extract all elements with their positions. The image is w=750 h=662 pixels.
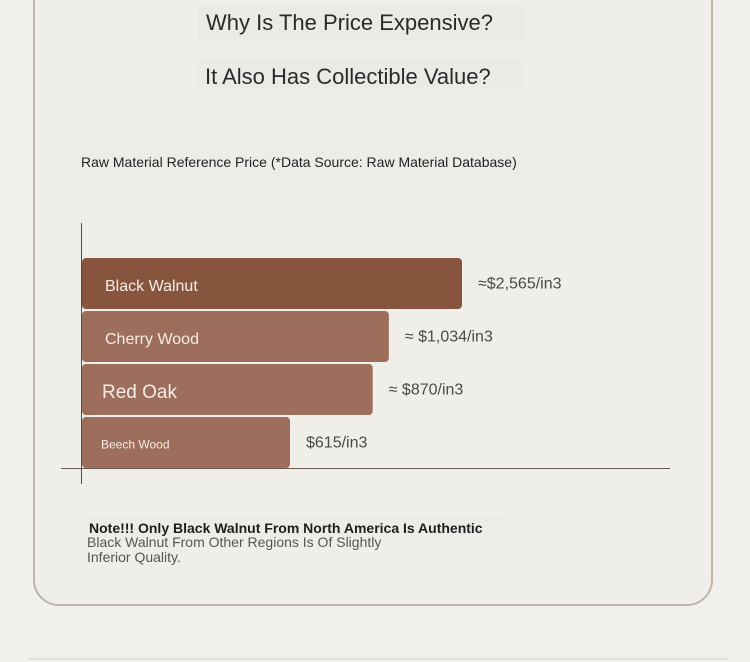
bar-black-walnut [82,258,462,309]
bar-label: Red Oak [102,382,177,403]
note-title: Note!!! Only Black Walnut From North Ame… [84,514,504,538]
bar-red-oak [82,364,373,415]
bar-label: Black Walnut [105,278,198,295]
value-label: ≈ $1,034/in3 [405,329,493,346]
note-text: Black Walnut From Other Regions Is Of Sl… [87,534,382,565]
bar-label: Cherry Wood [105,331,199,348]
bar-cherry-wood [82,311,389,362]
value-label: ≈$2,565/in3 [478,276,562,293]
heading-why-expensive: Why Is The Price Expensive? [198,6,524,40]
divider [28,658,728,660]
heading-collectible-value: It Also Has Collectible Value? [197,60,523,89]
bar-label: Beech Wood [101,438,170,452]
value-label: $615/in3 [306,435,367,452]
chart-title: Raw Material Reference Price (*Data Sour… [76,148,536,176]
bar-beech-wood [82,417,290,468]
value-label: ≈ $870/in3 [389,382,464,399]
